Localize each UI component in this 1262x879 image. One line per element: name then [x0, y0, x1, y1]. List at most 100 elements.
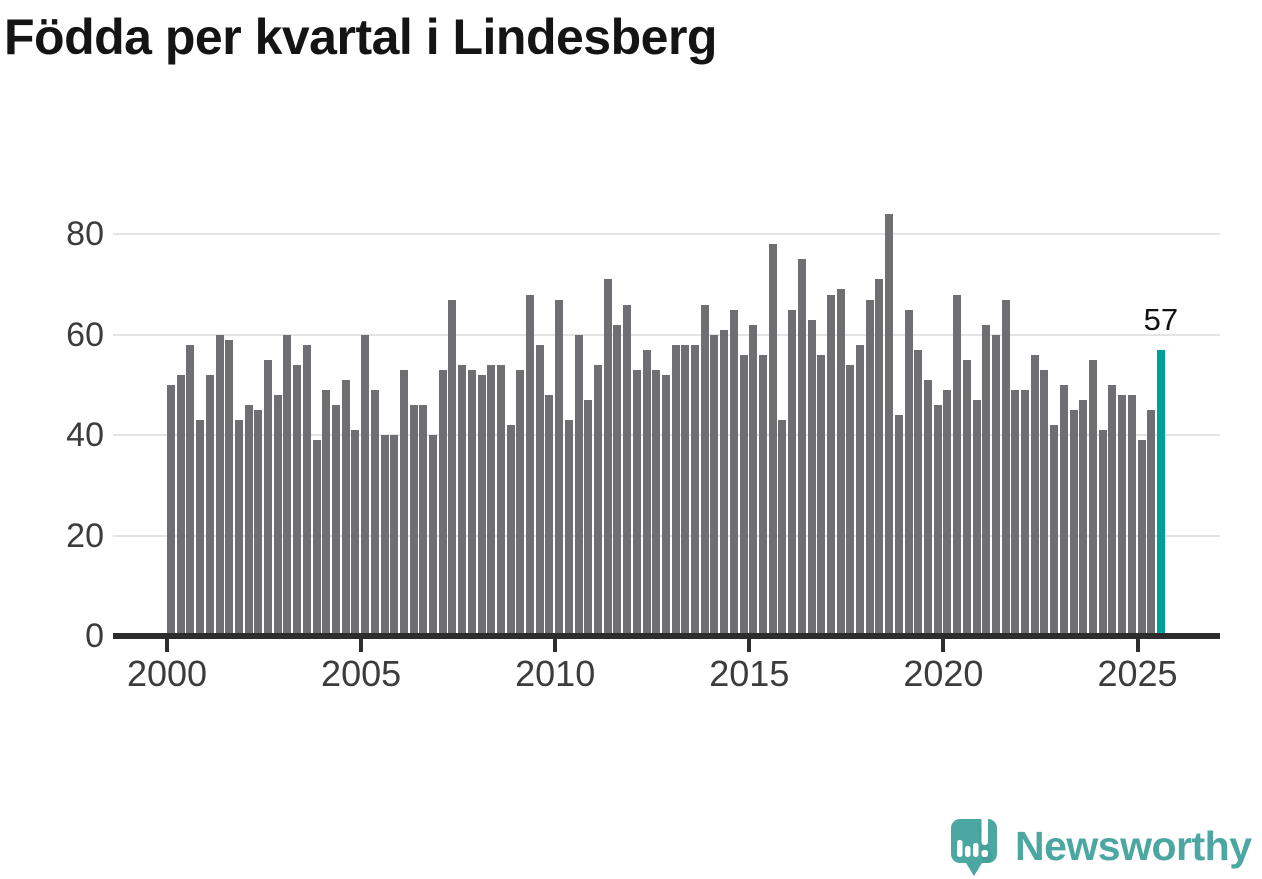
bar [1118, 394, 1127, 636]
bar [186, 344, 195, 636]
bar [341, 379, 350, 636]
bar [516, 369, 525, 636]
newsworthy-logo-icon [951, 815, 997, 876]
x-axis-label-2000: 2000 [126, 653, 208, 694]
x-tick-2025 [1135, 638, 1140, 652]
bar [283, 334, 292, 636]
x-axis-label-2020: 2020 [903, 653, 984, 694]
bar [293, 364, 302, 636]
x-tick-2020 [941, 638, 946, 652]
bar [797, 259, 806, 636]
bar [302, 344, 311, 636]
bar [312, 440, 321, 636]
bar [1001, 299, 1010, 636]
bar [1108, 384, 1117, 636]
bar [574, 334, 583, 636]
bar-highlighted [1156, 349, 1165, 636]
bar [331, 404, 340, 636]
x-axis-line [113, 633, 1220, 639]
bar [535, 344, 544, 636]
bar [438, 369, 447, 636]
bar [700, 304, 709, 636]
bar [632, 369, 641, 636]
bar [991, 334, 1000, 636]
bar [196, 420, 205, 636]
bar [370, 389, 379, 636]
bar [351, 430, 360, 636]
bar [496, 364, 505, 636]
bar [1040, 369, 1049, 636]
y-axis-label-40: 40 [66, 416, 104, 455]
bar [594, 364, 603, 636]
bar [856, 344, 865, 636]
bar [205, 374, 214, 636]
gridline-60 [113, 333, 1220, 336]
bar [1088, 359, 1097, 636]
bar [506, 425, 515, 636]
bar [846, 364, 855, 636]
bar [1030, 354, 1039, 636]
bar [429, 435, 438, 636]
bar [691, 344, 700, 636]
newsworthy-logo-text: Newsworthy [1015, 822, 1252, 869]
bar [720, 329, 729, 636]
bar [273, 394, 282, 636]
bar [409, 404, 418, 636]
bar [361, 334, 370, 636]
bar [817, 354, 826, 636]
bar [1021, 389, 1030, 636]
bar [1069, 410, 1078, 636]
bar [1059, 384, 1068, 636]
bar [943, 389, 952, 636]
bar [1127, 394, 1136, 636]
x-tick-2015 [747, 638, 752, 652]
x-tick-2005 [359, 638, 364, 652]
last-value-label: 57 [1143, 302, 1179, 337]
bar [759, 354, 767, 636]
bar [380, 435, 389, 636]
bar [953, 294, 962, 636]
bar [982, 324, 991, 636]
bar [875, 279, 884, 636]
bar [603, 279, 612, 636]
bar [264, 359, 273, 636]
x-tick-2000 [165, 638, 169, 652]
bar [215, 334, 224, 636]
bar [448, 299, 457, 636]
bar [914, 349, 923, 636]
x-tick-2010 [553, 638, 558, 652]
plot-area [113, 184, 1220, 636]
y-axis-label-80: 80 [66, 215, 104, 254]
bar [244, 404, 253, 636]
bar [710, 334, 719, 636]
x-axis-label-2010: 2010 [515, 653, 596, 694]
bar [1147, 410, 1156, 636]
bar [729, 309, 738, 636]
bar [1137, 440, 1146, 636]
bar [1098, 430, 1107, 636]
bar [167, 384, 175, 636]
bar [778, 420, 787, 636]
bar [904, 309, 913, 636]
bar [234, 420, 243, 636]
bar [661, 374, 670, 636]
bar [1050, 425, 1059, 636]
gridline-80 [113, 233, 1220, 236]
y-axis-label-60: 60 [66, 315, 104, 354]
bar [526, 294, 535, 636]
bar [399, 369, 408, 636]
bar [671, 344, 680, 636]
bar [555, 299, 564, 636]
bar [788, 309, 797, 636]
bar [545, 394, 554, 636]
bar [933, 404, 942, 636]
bar [865, 299, 874, 636]
bar [487, 364, 496, 636]
y-axis-label-20: 20 [66, 516, 104, 555]
y-axis-label-0: 0 [85, 617, 104, 655]
chart-title: Födda per kvartal i Lindesberg [4, 9, 717, 65]
bar [807, 319, 816, 636]
bar [739, 354, 748, 636]
bar [584, 399, 593, 636]
